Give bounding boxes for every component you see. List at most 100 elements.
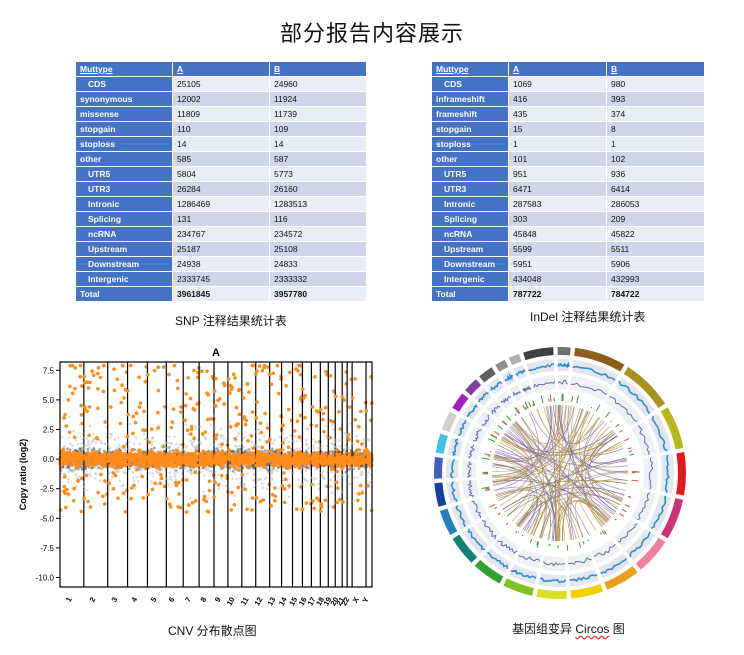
orange-point [313, 375, 317, 379]
gray-point [139, 473, 142, 476]
orange-point [66, 450, 70, 455]
orange-point [277, 391, 281, 396]
x-tick-label: 18 [314, 596, 326, 608]
orange-point [60, 449, 64, 454]
gray-point [69, 442, 72, 446]
value-b: 432993 [606, 271, 705, 287]
gray-point [240, 441, 244, 444]
orange-point [143, 466, 148, 471]
gray-point [347, 447, 350, 450]
orange-point [87, 433, 91, 438]
gray-point [220, 477, 224, 481]
gray-point [169, 442, 173, 445]
gray-point [257, 428, 260, 431]
gray-point [80, 442, 83, 445]
gray-point [132, 442, 136, 446]
gray-point [304, 469, 308, 472]
value-b: 45822 [606, 226, 705, 242]
orange-point [294, 456, 299, 461]
value-a: 787722 [508, 286, 607, 302]
orange-point [153, 481, 157, 486]
orange-point [335, 486, 340, 490]
orange-point [249, 434, 254, 438]
table-row: frameshift 435 374 [431, 106, 705, 122]
gray-point [222, 437, 225, 441]
orange-point [346, 432, 351, 437]
table-row: UTR5 5804 5773 [75, 166, 367, 182]
gray-point [293, 435, 297, 438]
gray-point [182, 448, 185, 452]
gray-point [289, 434, 292, 437]
orange-point [160, 476, 164, 481]
gray-point [189, 465, 192, 469]
gray-point [91, 439, 95, 443]
orange-point [162, 484, 167, 489]
orange-point [300, 387, 305, 391]
orange-point [216, 483, 221, 487]
orange-point [275, 363, 280, 368]
gray-point [330, 485, 333, 488]
gray-point [347, 440, 350, 444]
value-a: 303 [508, 211, 607, 227]
orange-point [110, 453, 115, 458]
orange-point [190, 501, 195, 505]
value-b: 24833 [269, 256, 367, 272]
gray-point [142, 450, 146, 453]
table-row: stoploss 1 1 [431, 136, 705, 152]
row-label: Total [75, 286, 173, 302]
gray-point [219, 427, 223, 430]
orange-point [65, 487, 69, 492]
orange-point [312, 506, 316, 511]
value-b: 209 [606, 211, 705, 227]
value-a: 5951 [508, 256, 607, 272]
row-label: ncRNA [431, 226, 509, 242]
row-label: Total [431, 286, 509, 302]
value-a: 45848 [508, 226, 607, 242]
orange-point [281, 423, 285, 428]
gray-point [275, 469, 279, 472]
table-row: Upstream 5599 5511 [431, 241, 705, 257]
gray-point [93, 466, 97, 469]
value-b: 11739 [269, 106, 367, 122]
gray-point [137, 480, 140, 483]
indel-header-0: Muttype [431, 61, 509, 77]
orange-point [158, 481, 163, 486]
gray-point [330, 470, 333, 474]
table-row: Intergenic 434048 432993 [431, 271, 705, 287]
y-tick-label: 5.0 [43, 396, 55, 405]
gray-point [250, 440, 254, 444]
gray-point [82, 481, 86, 484]
gray-point [131, 471, 134, 474]
gray-point [203, 474, 206, 477]
gray-point [68, 415, 72, 419]
orange-point [182, 457, 186, 461]
orange-point [113, 473, 118, 478]
gray-point [337, 475, 340, 478]
gray-point [227, 465, 231, 469]
gray-point [325, 444, 329, 448]
orange-point [265, 426, 270, 430]
orange-point [260, 368, 265, 373]
orange-point [190, 452, 194, 456]
orange-point [147, 440, 152, 445]
orange-point [298, 450, 302, 455]
orange-point [295, 463, 299, 467]
orange-point [70, 463, 74, 467]
orange-point [303, 415, 307, 420]
x-tick-label: 10 [225, 596, 237, 608]
gray-point [306, 427, 310, 431]
orange-point [70, 391, 75, 395]
value-a: 110 [172, 121, 270, 137]
orange-point [135, 467, 139, 472]
orange-point [170, 420, 175, 424]
orange-point [164, 464, 169, 468]
table-row: stopgain 110 109 [75, 121, 367, 137]
orange-point [89, 461, 94, 466]
gray-point [322, 470, 325, 473]
orange-point [67, 430, 72, 435]
gray-point [269, 440, 272, 444]
table-row: inframeshift 416 393 [431, 91, 705, 107]
gray-point [256, 478, 260, 482]
orange-point [254, 372, 258, 376]
